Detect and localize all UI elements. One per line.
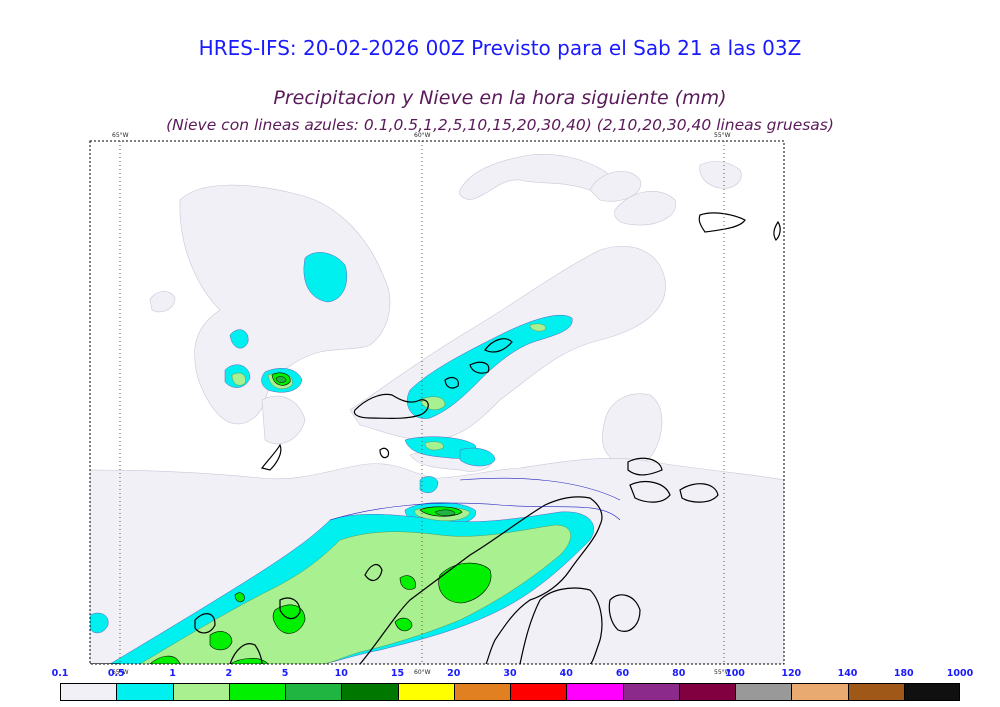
map-frame (89, 140, 785, 665)
coastlines (90, 212, 781, 664)
meridian-label-60w-top: 60°W (414, 132, 431, 139)
meridian-label-60w-bottom: 60°W (414, 669, 431, 676)
map-title: HRES-IFS: 20-02-2026 00Z Previsto para e… (198, 36, 802, 60)
precipitation-field (90, 154, 784, 664)
meridian-label-55w-top: 55°W (714, 132, 731, 139)
meridian-label-55w-bottom: 55°W (714, 669, 731, 676)
map-subtitle-snow-note: (Nieve con lineas azules: 0.1,0.5,1,2,5,… (166, 116, 834, 134)
snow-contours (329, 477, 621, 521)
map-subtitle: Precipitacion y Nieve en la hora siguien… (273, 87, 727, 109)
meridian-label-65w-bottom: 65°W (112, 669, 129, 676)
precip-5-areas (275, 376, 456, 516)
meridian-label-65w-top: 65°W (112, 132, 129, 139)
